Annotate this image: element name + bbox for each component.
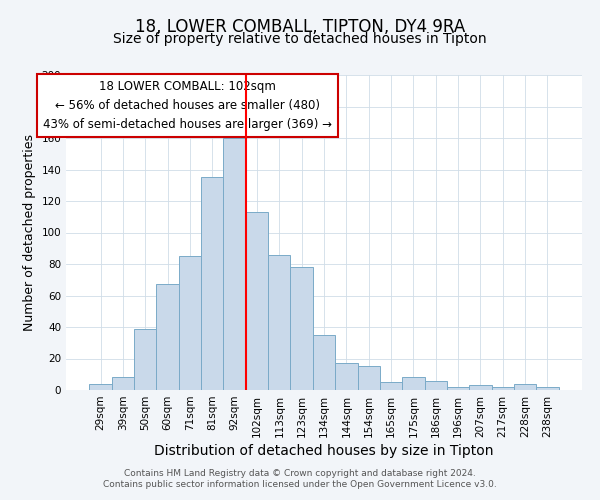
Bar xyxy=(89,384,112,390)
Text: Contains HM Land Registry data © Crown copyright and database right 2024.: Contains HM Land Registry data © Crown c… xyxy=(124,468,476,477)
X-axis label: Distribution of detached houses by size in Tipton: Distribution of detached houses by size … xyxy=(154,444,494,458)
Bar xyxy=(491,387,514,390)
Text: Contains public sector information licensed under the Open Government Licence v3: Contains public sector information licen… xyxy=(103,480,497,489)
Bar xyxy=(313,335,335,390)
Bar xyxy=(402,378,425,390)
Bar xyxy=(469,386,491,390)
Bar xyxy=(358,366,380,390)
Bar xyxy=(425,380,447,390)
Text: 18 LOWER COMBALL: 102sqm
← 56% of detached houses are smaller (480)
43% of semi-: 18 LOWER COMBALL: 102sqm ← 56% of detach… xyxy=(43,80,332,130)
Bar xyxy=(536,387,559,390)
Bar xyxy=(246,212,268,390)
Bar xyxy=(112,378,134,390)
Bar xyxy=(290,267,313,390)
Bar xyxy=(134,328,157,390)
Bar xyxy=(447,387,469,390)
Bar xyxy=(514,384,536,390)
Bar xyxy=(335,363,358,390)
Bar xyxy=(179,256,201,390)
Bar xyxy=(157,284,179,390)
Text: 18, LOWER COMBALL, TIPTON, DY4 9RA: 18, LOWER COMBALL, TIPTON, DY4 9RA xyxy=(135,18,465,36)
Bar xyxy=(268,254,290,390)
Bar xyxy=(223,138,246,390)
Bar xyxy=(201,178,223,390)
Y-axis label: Number of detached properties: Number of detached properties xyxy=(23,134,36,331)
Bar xyxy=(380,382,402,390)
Text: Size of property relative to detached houses in Tipton: Size of property relative to detached ho… xyxy=(113,32,487,46)
